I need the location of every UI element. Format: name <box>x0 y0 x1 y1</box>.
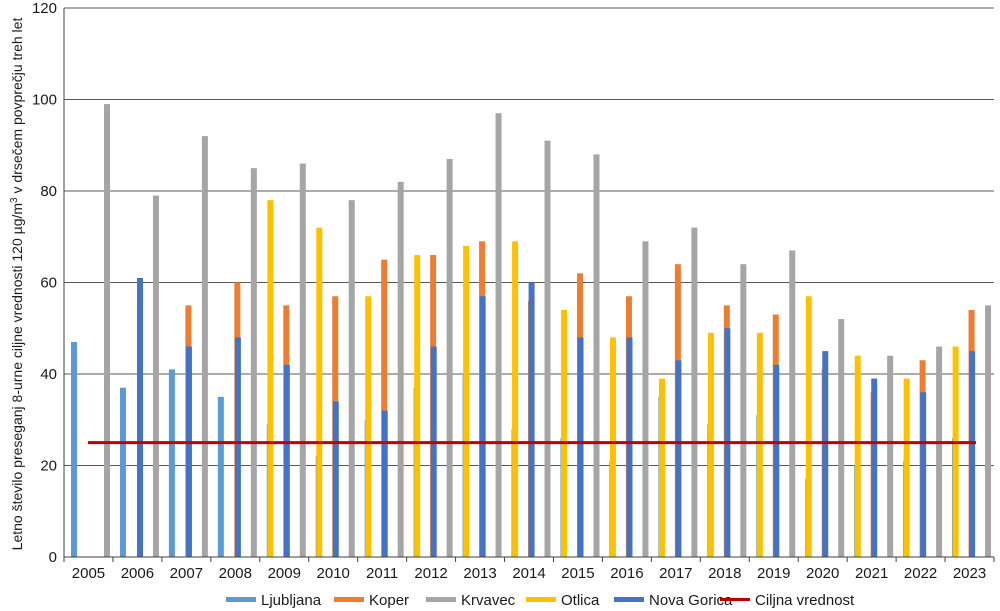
bar-nova-gorica <box>479 296 486 557</box>
bar-nova-gorica <box>137 277 143 557</box>
bar-otlica <box>365 296 372 557</box>
bar-nova-gorica <box>332 401 339 557</box>
bar-ljubljana <box>71 341 77 557</box>
bar-otlica <box>512 241 519 557</box>
bar-otlica <box>707 332 714 557</box>
bar-krvavec <box>789 250 796 557</box>
bar-otlica <box>903 378 910 557</box>
x-tick-label: 2013 <box>463 565 496 582</box>
bar-otlica <box>952 346 959 557</box>
bar-nova-gorica <box>185 346 192 557</box>
legend: Ljubljana Koper Krvavec Otlica Nova Gorica Ci… <box>226 592 855 609</box>
bar-otlica <box>756 332 763 557</box>
y-tick-label: 60 <box>40 275 57 292</box>
bar-nova-gorica <box>430 346 437 557</box>
y-tick-label: 100 <box>32 92 57 109</box>
legend-swatch <box>426 597 456 602</box>
x-tick-label: 2020 <box>806 565 839 582</box>
bar-krvavec <box>446 158 453 557</box>
x-tick-label: 2016 <box>610 565 643 582</box>
bar-krvavec <box>152 195 159 557</box>
y-tick-label: 80 <box>40 183 57 200</box>
bar-krvavec <box>495 113 502 557</box>
bar-krvavec <box>642 241 649 557</box>
bar-krvavec <box>691 227 698 557</box>
y-axis-label: Letno število preseganj 8-urne ciljne vr… <box>9 18 25 551</box>
bar-otlica <box>561 309 568 557</box>
x-tick-label: 2005 <box>72 565 105 582</box>
bar-krvavec <box>299 163 306 558</box>
legend-swatch <box>226 597 256 602</box>
x-tick-label: 2017 <box>659 565 692 582</box>
x-tick-label: 2011 <box>366 565 398 582</box>
bar-ljubljana <box>119 387 126 557</box>
bar-nova-gorica <box>626 337 633 557</box>
x-tick-label: 2014 <box>512 565 545 582</box>
y-tick-label: 120 <box>32 0 57 17</box>
x-tick-label: 2008 <box>219 565 252 582</box>
bar-nova-gorica <box>773 364 780 557</box>
legend-label: Nova Gorica <box>649 592 733 609</box>
x-tick-label: 2022 <box>904 565 937 582</box>
bar-krvavec <box>397 181 404 557</box>
bar-otlica <box>805 296 812 557</box>
bar-koper <box>381 259 388 557</box>
bars <box>71 104 992 558</box>
y-tick-label: 20 <box>40 458 57 475</box>
bar-nova-gorica <box>822 351 829 557</box>
legend-swatch <box>526 597 556 602</box>
bar-otlica <box>854 355 861 557</box>
x-tick-label: 2009 <box>268 565 301 582</box>
bar-krvavec <box>593 154 600 557</box>
x-tick-label: 2007 <box>170 565 203 582</box>
x-tick-label: 2021 <box>855 565 888 582</box>
bar-krvavec <box>838 319 845 557</box>
bar-nova-gorica <box>871 378 878 557</box>
legend-swatch <box>614 597 644 602</box>
x-tick-label: 2018 <box>708 565 741 582</box>
bar-nova-gorica <box>577 337 584 557</box>
bar-nova-gorica <box>528 282 535 557</box>
bar-nova-gorica <box>675 360 682 557</box>
legend-swatch <box>334 597 364 602</box>
x-tick-label: 2015 <box>561 565 594 582</box>
legend-label: Koper <box>369 592 409 609</box>
bar-krvavec <box>544 140 551 558</box>
x-tick-label: 2019 <box>757 565 790 582</box>
y-tick-label: 0 <box>49 549 57 566</box>
axes: 0 20 40 60 80 100 120 2005 2006 2007 2008 2009 2010 2… <box>32 0 995 582</box>
bar-nova-gorica <box>234 337 241 557</box>
x-tick-label: 2023 <box>953 565 986 582</box>
legend-label: Ljubljana <box>261 592 322 609</box>
legend-label: Ciljna vrednost <box>755 592 855 609</box>
bar-krvavec <box>250 168 257 557</box>
bar-krvavec <box>936 346 943 557</box>
x-tick-label: 2012 <box>414 565 447 582</box>
x-tick-label: 2010 <box>317 565 350 582</box>
bar-otlica <box>658 378 665 557</box>
bar-nova-gorica <box>920 392 927 557</box>
bar-krvavec <box>985 305 992 557</box>
bar-nova-gorica <box>969 351 976 557</box>
bar-nova-gorica <box>283 364 290 557</box>
legend-label: Otlica <box>561 592 600 609</box>
bar-ljubljana <box>217 396 224 557</box>
bar-otlica <box>414 255 421 558</box>
y-tick-label: 40 <box>40 366 57 383</box>
bar-nova-gorica <box>381 410 388 557</box>
bar-krvavec <box>201 136 208 557</box>
legend-label: Krvavec <box>461 592 516 609</box>
bar-krvavec <box>348 200 355 557</box>
bar-otlica <box>316 227 323 557</box>
bar-otlica <box>267 200 274 557</box>
bar-otlica <box>609 337 616 557</box>
bar-otlica <box>463 245 470 557</box>
bar-krvavec <box>887 355 894 557</box>
x-tick-label: 2006 <box>121 565 154 582</box>
bar-ljubljana <box>168 369 175 557</box>
bar-krvavec <box>740 264 747 557</box>
bar-krvavec <box>104 104 110 557</box>
